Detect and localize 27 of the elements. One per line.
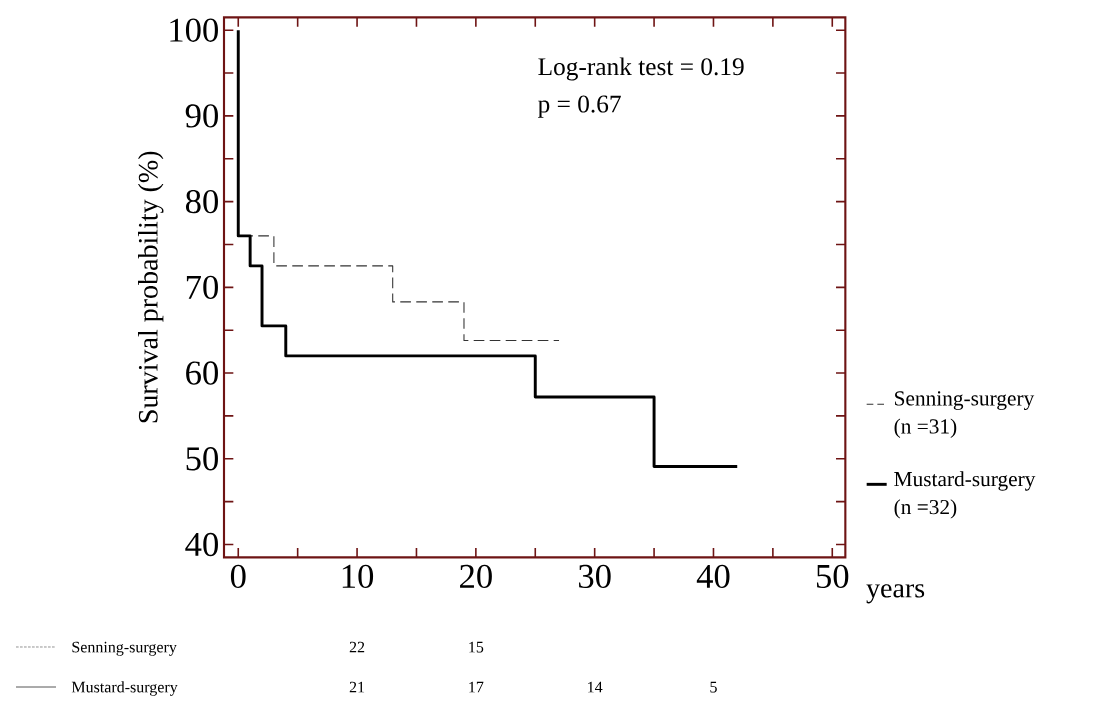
text: Senning-surgery	[72, 641, 177, 656]
y-tick-label: 40	[185, 532, 218, 557]
text: Mustard-surgery	[71, 681, 178, 696]
y-tick-label: 60	[186, 361, 218, 385]
text: 14	[588, 681, 603, 693]
x-tick-label: 40	[696, 564, 730, 589]
y-tick-label: 100	[170, 18, 218, 42]
y-tick-label: 80	[185, 189, 218, 214]
x-tick-label: 50	[816, 564, 849, 589]
legend-label: Senning-surgery (n =31)	[894, 391, 1035, 438]
text: 17	[469, 681, 484, 693]
x-tick-label: 10	[342, 564, 374, 589]
x-tick-label: 30	[578, 564, 611, 589]
legend-label: Mustard-surgery (n =32)	[894, 471, 1036, 519]
text: 21	[349, 681, 365, 693]
annotation: p = 0.67	[538, 95, 621, 118]
text: 22	[349, 641, 365, 653]
y-tick-label: 50	[186, 447, 218, 471]
x-tick-label: 20	[460, 564, 492, 589]
text: 15	[469, 641, 484, 653]
text: 5	[710, 681, 717, 693]
y-tick-label: 70	[186, 275, 218, 300]
annotation: Log-rank test = 0.19	[538, 57, 744, 81]
y-axis-title: Survival probability (%)	[138, 151, 164, 423]
x-axis-title: years	[866, 584, 925, 604]
x-tick-label: 0	[230, 564, 246, 589]
y-tick-label: 90	[185, 104, 218, 128]
